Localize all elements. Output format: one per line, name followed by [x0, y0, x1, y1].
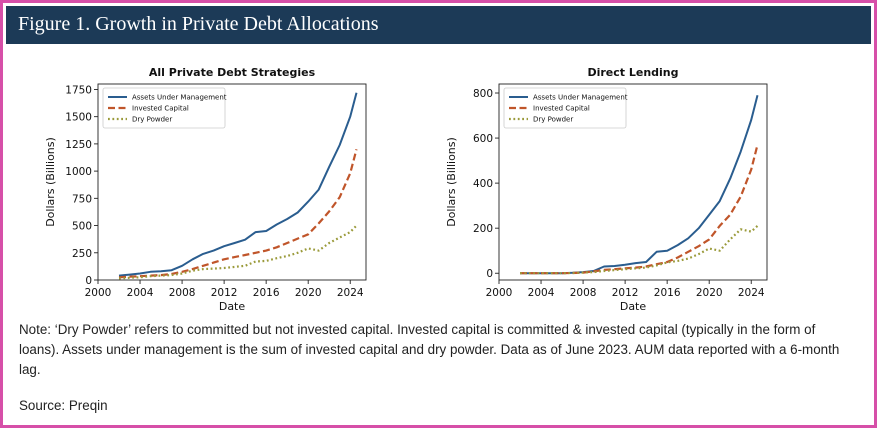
c0-ytick-label: 250 [72, 248, 92, 260]
c1-xtick-label: 2020 [696, 287, 723, 299]
c0-legend-box [102, 87, 226, 129]
c0-title: All Private Debt Strategies [149, 66, 316, 79]
c1-xtick-label: 2000 [486, 287, 513, 299]
figure-title: Figure 1. Growth in Private Debt Allocat… [18, 13, 379, 35]
c0-ytick-label: 750 [72, 193, 92, 205]
c1-ytick-label: 600 [473, 133, 493, 145]
c1-ytick-label: 200 [473, 223, 493, 235]
c1-xtick-label: 2008 [570, 287, 597, 299]
c0-xtick-label: 2012 [211, 287, 238, 299]
c0-series-line-dry [118, 224, 358, 280]
c1-plot-frame [498, 83, 768, 281]
c1-ytick-label: 0 [486, 268, 493, 280]
c0-ylabel: Dollars (Billions) [44, 137, 57, 227]
c1-legend-label: Dry Powder [533, 116, 573, 124]
c1-xtick-label: 2024 [738, 287, 765, 299]
c0-xtick-label: 2020 [295, 287, 322, 299]
c1-series-line-invested [520, 144, 759, 275]
c0-xtick-label: 2004 [127, 287, 154, 299]
chart-all-private-debt: All Private Debt Strategies 0 250 500 750 100… [44, 66, 367, 313]
c0-legend-label: Invested Capital [132, 105, 189, 113]
c1-xtick-label: 2012 [612, 287, 639, 299]
c0-legend-label: Assets Under Management [132, 94, 227, 102]
c0-xtick-label: 2024 [337, 287, 364, 299]
c0-series-line-aum [118, 92, 358, 277]
c0-ytick-label: 0 [85, 275, 92, 287]
c1-ylabel: Dollars (Billions) [445, 137, 458, 227]
c1-legend-label: Assets Under Management [533, 94, 628, 102]
chart-direct-lending: Direct Lending 0 200 400 600 800 2000 2004 2008 2… [445, 66, 768, 313]
c0-xlabel: Date [219, 300, 246, 313]
c1-xtick-label: 2016 [654, 287, 681, 299]
c1-series-line-dry [520, 225, 759, 275]
c0-series-group [118, 92, 358, 280]
c0-series-line-invested [118, 149, 358, 279]
c1-xlabel: Date [620, 300, 647, 313]
figure-note: Note: ‘Dry Powder’ refers to committed b… [19, 322, 840, 377]
c0-xtick-label: 2008 [169, 287, 196, 299]
c0-ytick-label: 500 [72, 221, 92, 233]
c1-legend-box [503, 87, 627, 129]
c1-ytick-label: 800 [473, 88, 493, 100]
c1-series-group [520, 95, 759, 275]
c1-xtick-label: 2004 [528, 287, 555, 299]
c0-legend-label: Dry Powder [132, 116, 172, 124]
c0-ytick-label: 1500 [65, 112, 92, 124]
c0-ytick-label: 1750 [65, 84, 92, 96]
figure-source: Source: Preqin [19, 398, 108, 413]
c0-xtick-label: 2016 [253, 287, 280, 299]
c0-xtick-label: 2000 [85, 287, 112, 299]
figure-header: Figure 1. Growth in Private Debt Allocat… [6, 6, 871, 44]
c1-ytick-label: 400 [473, 178, 493, 190]
c0-plot-frame [97, 83, 367, 281]
c0-ytick-label: 1250 [65, 139, 92, 151]
c1-title: Direct Lending [587, 66, 678, 79]
c0-ytick-label: 1000 [65, 166, 92, 178]
c1-legend-label: Invested Capital [533, 105, 590, 113]
